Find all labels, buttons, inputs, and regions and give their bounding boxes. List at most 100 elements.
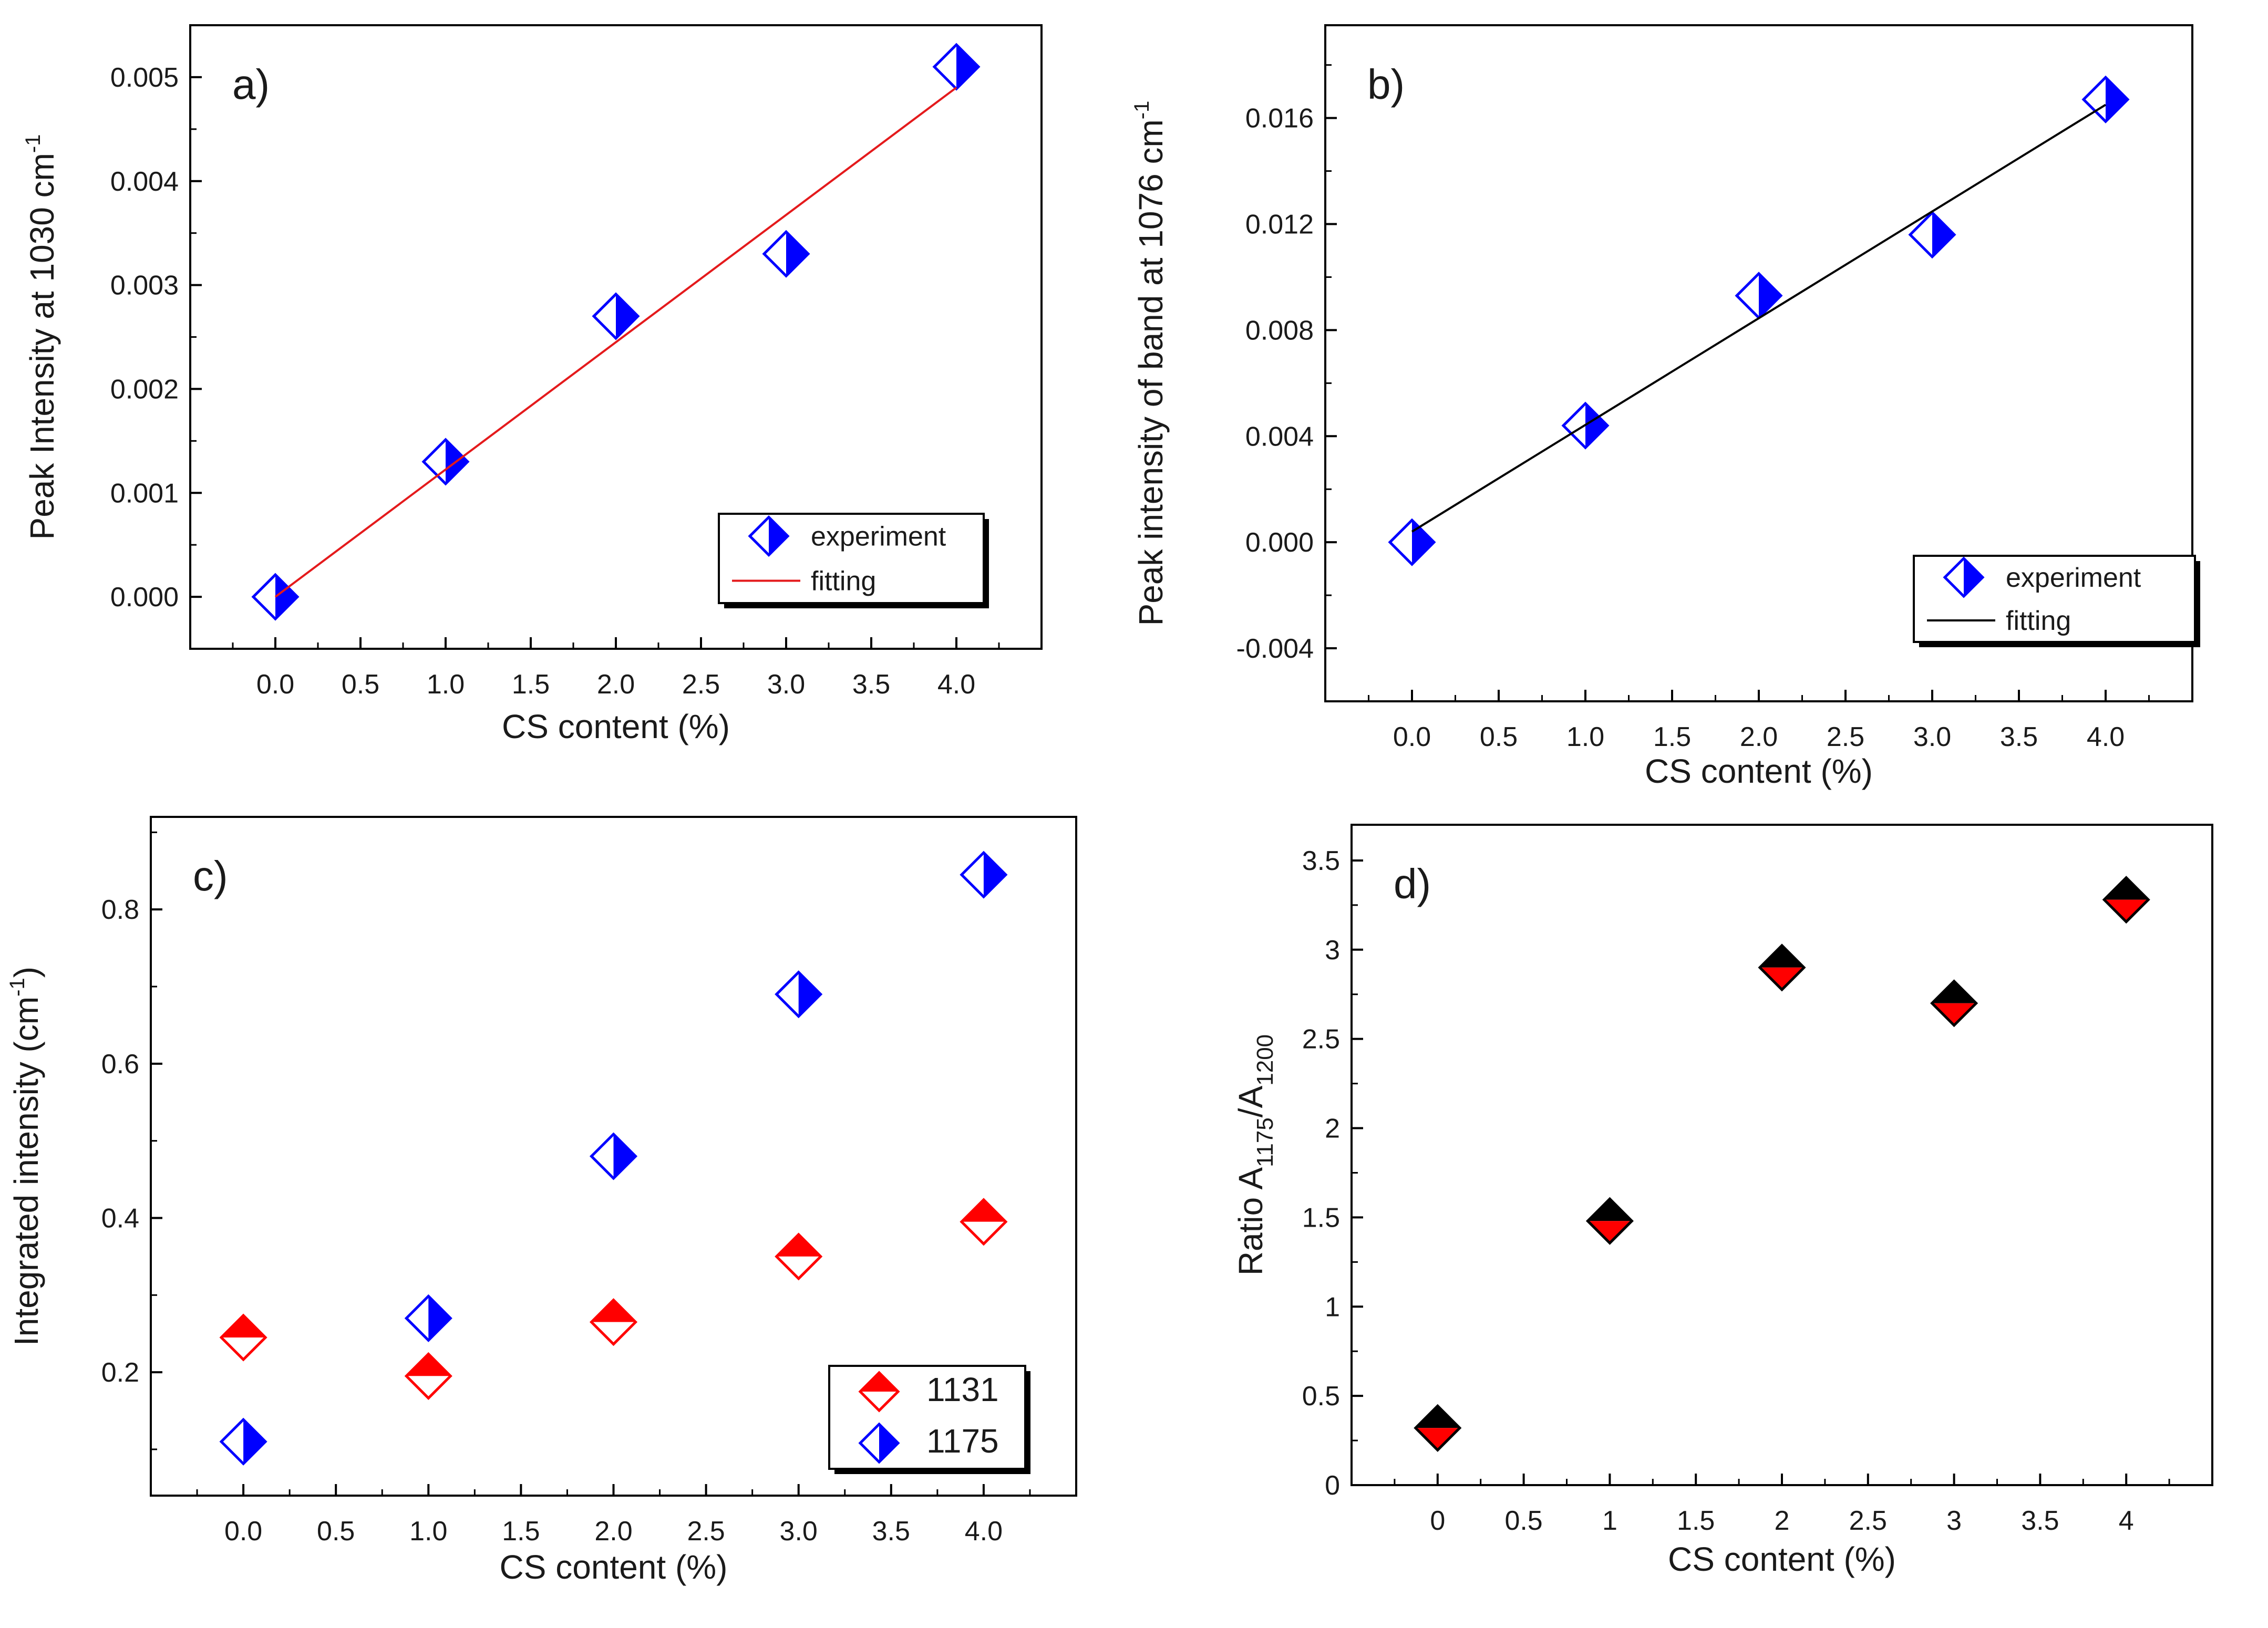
fit-line [1411, 103, 2107, 533]
chart-panel-c: 0.0 0.5 1.0 1.5 2.0 2.5 3.0 3.5 4.0 0.2 0.4 0.6 0.8 c… [6, 816, 1077, 1586]
y-axis-label-subscript: 1200 [1252, 1034, 1278, 1086]
data-point-1175 [219, 1417, 267, 1466]
y-tick-label: 0.004 [1245, 421, 1314, 452]
y-axis-label: Peak intensity of band at 1076 cm-1 [1130, 101, 1170, 626]
x-tick-label: 2.0 [594, 1516, 632, 1547]
x-tick-label: 0.0 [224, 1516, 262, 1547]
x-tick-label: 1.5 [502, 1516, 540, 1547]
y-axis-label-text: Integrated intensity (cm [7, 997, 45, 1346]
y-tick-label: 3.5 [1302, 846, 1340, 876]
y-axis-label-superscript: -1 [1130, 101, 1153, 120]
legend-label: fitting [811, 566, 876, 597]
data-point-1175 [589, 1132, 638, 1180]
legend-label: 1175 [926, 1422, 999, 1460]
y-tick-label: 0.003 [110, 271, 179, 301]
x-tick-label: 0.0 [256, 669, 294, 700]
x-tick-label: 3.5 [872, 1516, 910, 1547]
x-tick-label: 2.5 [682, 669, 720, 700]
x-tick-label: 3.0 [767, 669, 805, 700]
data-point-1175 [960, 851, 1008, 899]
chart-panel-a: 0.0 0.5 1.0 1.5 2.0 2.5 3.0 3.5 4.0 0.000 0.001 0.0… [22, 24, 1043, 745]
legend-label: 1131 [926, 1371, 999, 1408]
y-tick-label: 0.8 [101, 895, 139, 925]
data-point-experiment [1908, 211, 1956, 259]
legend: experiment fitting [1913, 555, 2200, 647]
x-tick-label: 2.5 [1849, 1506, 1887, 1536]
x-tick-label: 0.5 [317, 1516, 355, 1547]
x-tick-label: 1.5 [512, 669, 550, 700]
data-point-experiment [2081, 75, 2130, 123]
y-axis-label-mid: /A [1232, 1085, 1270, 1117]
legend-marker-1175 [858, 1422, 900, 1464]
legend-box [828, 1365, 1026, 1470]
x-tick-label: 0.5 [1480, 722, 1518, 752]
data-point-ratio [1585, 1197, 1634, 1245]
y-tick-label: 0 [1325, 1470, 1340, 1501]
y-tick-label: 1 [1325, 1292, 1340, 1322]
y-tick-label: 0.016 [1245, 103, 1314, 134]
panel-label: d) [1394, 860, 1431, 907]
y-tick-label: 0.008 [1245, 315, 1314, 346]
x-tick-label: 0.5 [1504, 1506, 1542, 1536]
legend-label: experiment [811, 522, 946, 552]
x-tick-label: 0.5 [342, 669, 379, 700]
x-tick-label: 4.0 [965, 1516, 1003, 1547]
y-tick-label: 0.4 [101, 1203, 139, 1233]
legend-marker-experiment [748, 515, 790, 557]
y-axis-label: Integrated intensity (cm-1) [6, 967, 45, 1346]
x-tick-label: 0.0 [1393, 722, 1431, 752]
data-point-1131 [589, 1298, 638, 1346]
data-point-experiment [1388, 518, 1436, 566]
data-point-experiment [421, 438, 470, 486]
x-tick-label: 4 [2119, 1506, 2134, 1536]
y-axis-label-tail: ) [7, 967, 45, 978]
x-tick-label: 3.0 [780, 1516, 818, 1547]
legend-label: fitting [2006, 606, 2071, 636]
x-tick-label: 3.0 [1913, 722, 1951, 752]
panel-label: b) [1367, 61, 1405, 108]
y-tick-label: 0.5 [1302, 1381, 1340, 1412]
x-tick-label: 4.0 [937, 669, 975, 700]
data-point-ratio [2102, 876, 2150, 924]
y-tick-label: 0.000 [1245, 527, 1314, 558]
x-tick-label: 1.0 [409, 1516, 447, 1547]
fit-line [274, 87, 957, 598]
x-tick-label: 2.0 [1740, 722, 1778, 752]
chart-panel-d: 0 0.5 1 1.5 2 2.5 3 3.5 4 0 0.5 1 1.5 2 2.5 3 3.5 d) CS co… [1232, 824, 2213, 1578]
data-point-experiment [251, 573, 300, 621]
x-axis-label: CS content (%) [1645, 752, 1873, 790]
y-axis-label-text: Ratio A [1232, 1167, 1270, 1276]
chart-panel-b: 0.0 0.5 1.0 1.5 2.0 2.5 3.0 3.5 4.0 -0.004 0.000 0.… [1130, 24, 2200, 790]
data-point-ratio [1930, 979, 1978, 1028]
y-tick-label: 0.005 [110, 63, 179, 93]
plot-frame [1351, 824, 2213, 1486]
y-axis-label-text: Peak intensity of band at 1076 cm [1132, 119, 1170, 626]
legend: 1131 1175 [828, 1365, 1030, 1474]
legend-marker-experiment [1943, 556, 1985, 598]
x-tick-label: 4.0 [2087, 722, 2125, 752]
y-axis-label: Ratio A1175/A1200 [1232, 1034, 1278, 1276]
x-tick-label: 3.5 [2000, 722, 2038, 752]
y-tick-label: 0.012 [1245, 210, 1314, 240]
x-tick-label: 2.0 [597, 669, 635, 700]
x-tick-label: 2 [1775, 1506, 1790, 1536]
data-point-1131 [775, 1232, 823, 1281]
data-point-experiment [932, 43, 981, 91]
data-point-1131 [219, 1313, 267, 1362]
legend-label: experiment [2006, 563, 2141, 593]
x-tick-label: 1 [1602, 1506, 1617, 1536]
legend-marker-1131 [858, 1371, 900, 1413]
y-axis-label-subscript: 1175 [1252, 1117, 1278, 1167]
x-tick-label: 1.5 [1653, 722, 1691, 752]
x-tick-label: 1.5 [1677, 1506, 1715, 1536]
y-axis-label-superscript: -1 [6, 978, 29, 997]
x-tick-label: 2.5 [1827, 722, 1864, 752]
data-point-1131 [404, 1352, 452, 1400]
y-tick-label: 0.6 [101, 1049, 139, 1080]
x-axis-label: CS content (%) [502, 708, 730, 745]
y-tick-label: 0.000 [110, 582, 179, 613]
y-tick-label: 2 [1325, 1114, 1340, 1144]
data-point-1175 [775, 970, 823, 1019]
y-tick-label: 1.5 [1302, 1202, 1340, 1233]
